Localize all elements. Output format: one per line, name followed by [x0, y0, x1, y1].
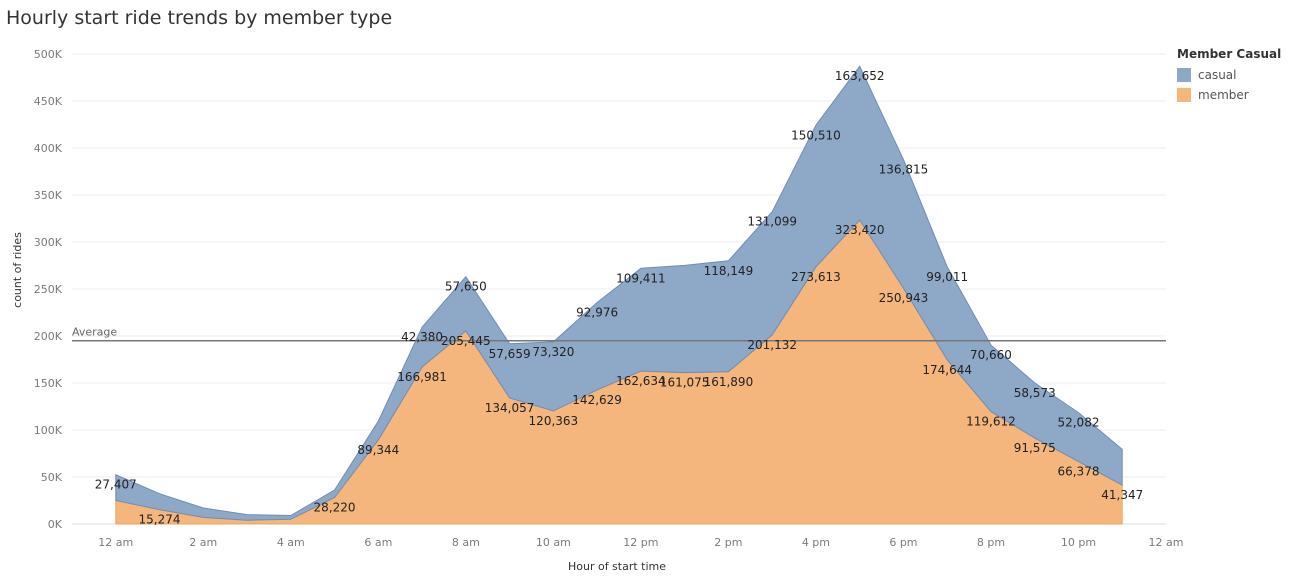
data-label-casual-21: 58,573 — [1014, 386, 1056, 400]
x-tick-label-9: 6 pm — [889, 536, 917, 549]
area-series — [116, 66, 1122, 524]
y-axis-label: count of rides — [11, 232, 24, 308]
y-tick-label-7: 350K — [34, 189, 63, 202]
data-label-casual-17: 163,652 — [835, 69, 885, 83]
y-tick-label-5: 250K — [34, 283, 63, 296]
y-tick-label-10: 500K — [34, 48, 63, 61]
y-tick-label-6: 300K — [34, 236, 63, 249]
x-tick-label-11: 10 pm — [1061, 536, 1096, 549]
data-label-member-6: 89,344 — [357, 443, 399, 457]
data-label-member-17: 323,420 — [835, 223, 885, 237]
average-label: Average — [72, 326, 117, 339]
data-label-casual-10: 73,320 — [532, 345, 574, 359]
x-tick-label-4: 8 am — [452, 536, 480, 549]
data-label-casual-19: 99,011 — [926, 270, 968, 284]
data-label-casual-0: 27,407 — [95, 478, 137, 492]
y-tick-label-1: 50K — [41, 471, 63, 484]
data-label-casual-11: 92,976 — [576, 306, 618, 320]
data-label-casual-7: 42,380 — [401, 330, 443, 344]
x-tick-label-12: 12 am — [1149, 536, 1184, 549]
y-axis: 0K 50K 100K 150K 200K 250K 300K 350K 400K 450K 500… — [34, 48, 63, 531]
data-label-member-11: 142,629 — [572, 393, 622, 407]
data-label-member-7: 166,981 — [397, 370, 447, 384]
data-label-member-9: 134,057 — [485, 401, 535, 415]
data-label-casual-18: 136,815 — [879, 163, 929, 177]
data-label-casual-12: 109,411 — [616, 271, 666, 285]
data-label-casual-22: 52,082 — [1057, 416, 1099, 430]
data-label-member-22: 66,378 — [1057, 465, 1099, 479]
x-tick-label-7: 2 pm — [714, 536, 742, 549]
data-label-member-13: 161,075 — [660, 376, 710, 390]
data-label-member-1: 15,274 — [139, 513, 181, 527]
data-label-casual-8: 57,650 — [445, 280, 487, 294]
data-label-member-23: 41,347 — [1101, 488, 1143, 502]
y-tick-label-2: 100K — [34, 424, 63, 437]
data-label-member-14: 161,890 — [704, 375, 754, 389]
data-label-casual-14: 118,149 — [704, 264, 754, 278]
x-tick-label-3: 6 am — [364, 536, 392, 549]
data-label-member-15: 201,132 — [747, 338, 797, 352]
x-tick-label-8: 4 pm — [802, 536, 830, 549]
data-label-member-8: 205,445 — [441, 334, 491, 348]
x-tick-label-2: 4 am — [277, 536, 305, 549]
data-label-member-16: 273,613 — [791, 270, 841, 284]
y-tick-label-4: 200K — [34, 330, 63, 343]
data-label-casual-16: 150,510 — [791, 128, 841, 142]
x-axis-label: Hour of start time — [568, 560, 666, 573]
x-tick-label-0: 12 am — [98, 536, 133, 549]
data-label-member-19: 174,644 — [922, 363, 972, 377]
data-label-member-20: 119,612 — [966, 415, 1016, 429]
x-tick-label-1: 2 am — [189, 536, 217, 549]
x-tick-label-10: 8 pm — [977, 536, 1005, 549]
x-axis: 12 am 2 am 4 am 6 am 8 am 10 am 12 pm 2 pm 4 pm 6… — [98, 536, 1183, 549]
data-label-member-12: 162,634 — [616, 374, 666, 388]
data-label-casual-9: 57,659 — [489, 347, 531, 361]
x-tick-label-6: 12 pm — [623, 536, 658, 549]
data-label-member-10: 120,363 — [529, 414, 579, 428]
x-tick-label-5: 10 am — [536, 536, 571, 549]
data-label-member-5: 28,220 — [314, 500, 356, 514]
data-label-member-18: 250,943 — [879, 291, 929, 305]
data-label-member-21: 91,575 — [1014, 441, 1056, 455]
data-label-casual-15: 131,099 — [747, 215, 797, 229]
y-tick-label-3: 150K — [34, 377, 63, 390]
y-tick-label-8: 400K — [34, 142, 63, 155]
y-tick-label-9: 450K — [34, 95, 63, 108]
data-label-casual-20: 70,660 — [970, 348, 1012, 362]
y-tick-label-0: 0K — [48, 518, 63, 531]
